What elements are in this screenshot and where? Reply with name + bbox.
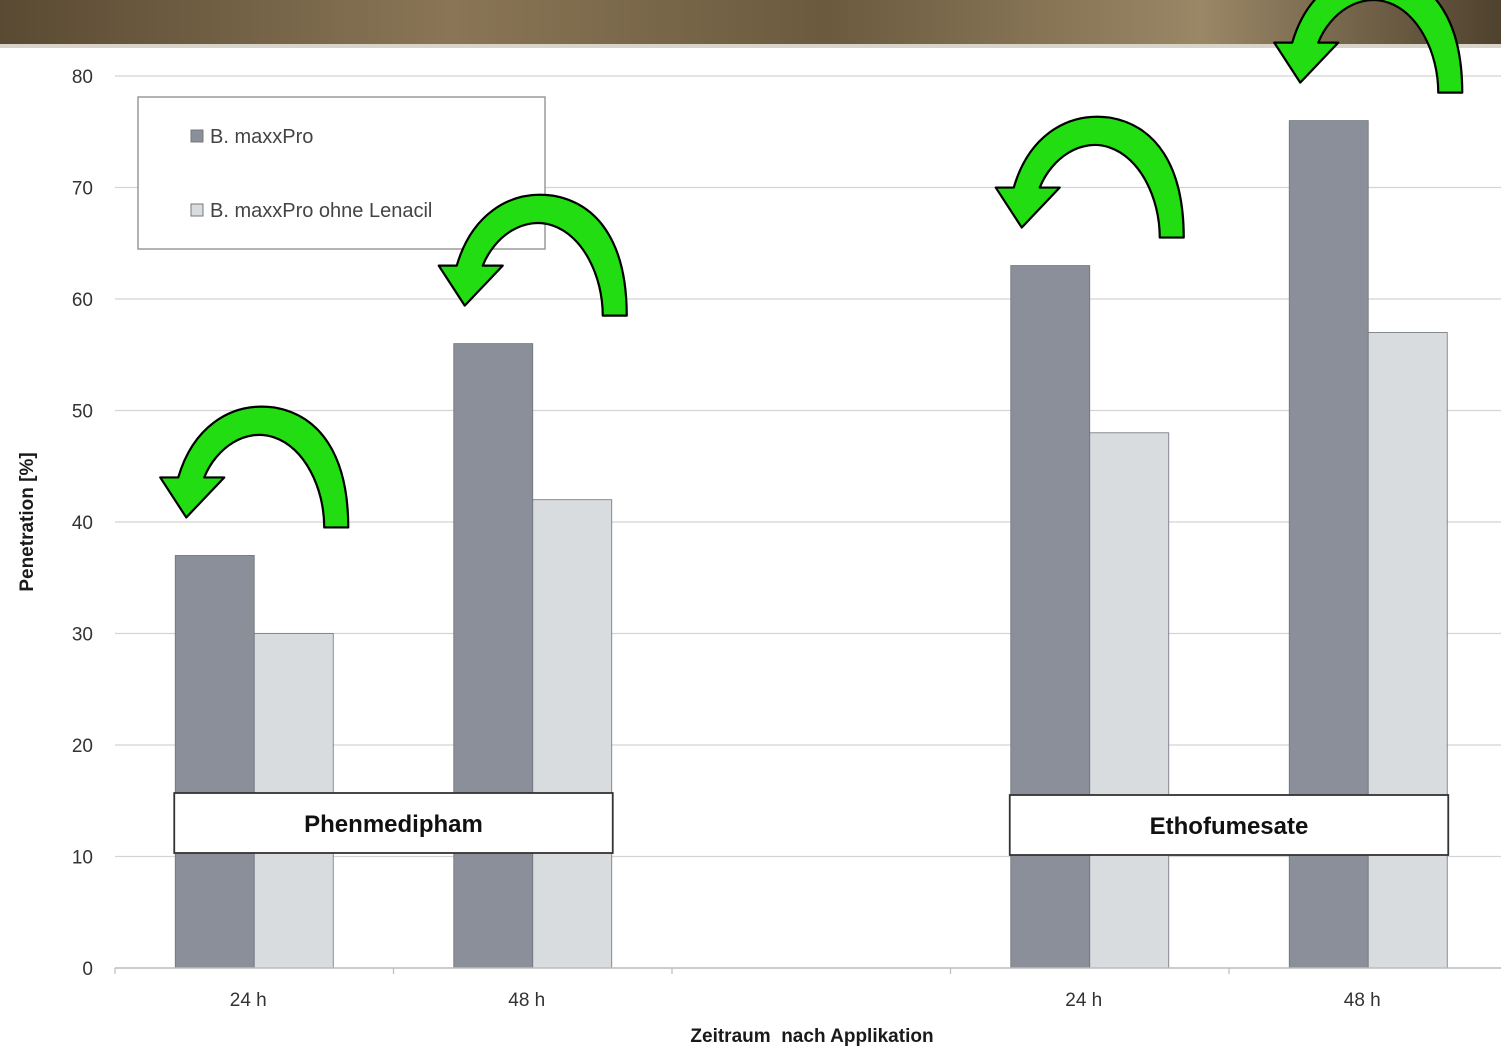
group-label-box-1 bbox=[1008, 794, 1450, 856]
y-tick-label-40: 40 bbox=[72, 513, 93, 534]
x-axis-title: Zeitraum nach Applikation bbox=[690, 1026, 933, 1047]
legend-label-1: B. maxxPro ohne Lenacil bbox=[210, 200, 432, 222]
x-tick-label-4: 48 h bbox=[1344, 990, 1381, 1011]
curved-arrow-icon-3 bbox=[994, 115, 1185, 239]
legend-label-0: B. maxxPro bbox=[210, 126, 313, 148]
bars bbox=[174, 120, 1448, 969]
legend-swatch-1 bbox=[190, 203, 204, 217]
x-tick-label-0: 24 h bbox=[230, 990, 267, 1011]
bar-series0-cat3 bbox=[1010, 265, 1091, 969]
arrows bbox=[159, 0, 1464, 529]
legend-swatch-0 bbox=[190, 129, 204, 143]
group-labels: Phenmedipham Ethofumesate bbox=[173, 792, 1450, 856]
y-tick-label-70: 70 bbox=[72, 179, 93, 200]
header-photo-band bbox=[0, 0, 1501, 47]
bar-series1-cat3 bbox=[1089, 432, 1170, 969]
y-axis-title: Penetration [%] bbox=[17, 452, 38, 591]
group-label-1: Ethofumesate bbox=[1150, 813, 1309, 840]
axes: 0 10 20 30 40 50 60 70 80 24 h 48 h 24 h 48 h Penetra… bbox=[17, 67, 1501, 1047]
gridlines bbox=[115, 75, 1501, 858]
y-tick-label-30: 30 bbox=[72, 625, 93, 646]
x-tick-label-3: 24 h bbox=[1065, 990, 1102, 1011]
group-label-0: Phenmedipham bbox=[304, 811, 483, 838]
bar-series1-cat1 bbox=[532, 499, 613, 969]
curved-arrow-icon-4 bbox=[1273, 0, 1464, 94]
x-tick-label-1: 48 h bbox=[508, 990, 545, 1011]
y-tick-label-20: 20 bbox=[72, 736, 93, 757]
curved-arrow-icon-0 bbox=[159, 405, 350, 529]
y-tick-label-80: 80 bbox=[72, 67, 93, 88]
y-tick-label-60: 60 bbox=[72, 290, 93, 311]
y-tick-label-0: 0 bbox=[82, 959, 93, 980]
bar-series1-cat4 bbox=[1367, 332, 1448, 969]
group-label-box-0 bbox=[173, 792, 614, 854]
bar-series0-cat1 bbox=[453, 343, 534, 969]
y-tick-label-10: 10 bbox=[72, 848, 93, 869]
header-photo-band-edge bbox=[0, 44, 1501, 48]
y-tick-label-50: 50 bbox=[72, 402, 93, 423]
curved-arrow-icon-1 bbox=[437, 193, 628, 317]
bar-series0-cat0 bbox=[174, 555, 255, 969]
